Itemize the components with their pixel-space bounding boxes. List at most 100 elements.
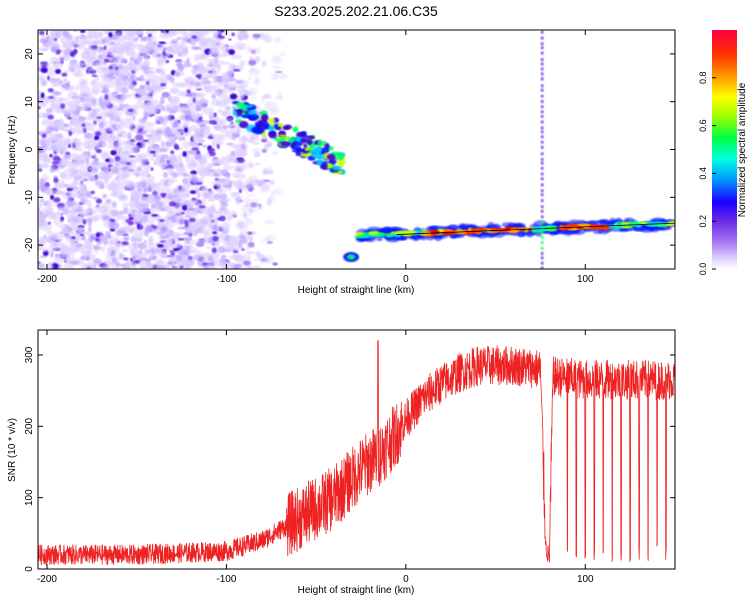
- spectrogram-noise-blob: [254, 198, 259, 205]
- spectrogram-slanted-trace-blob: [280, 137, 286, 142]
- spectrogram-noise-blob: [231, 32, 235, 37]
- spectrogram-noise-blob: [59, 55, 70, 60]
- spectrogram-y-tick-label: 0: [24, 146, 35, 152]
- spectrogram-noise-blob: [240, 142, 246, 150]
- spectrogram-noise-blob: [232, 249, 239, 254]
- spectrogram-noise-blob: [128, 146, 139, 154]
- spectrogram-horizontal-trace-core: [368, 231, 379, 235]
- spectrogram-noise-blob: [221, 156, 227, 160]
- spectrogram-noise-blob: [243, 260, 251, 266]
- spectrogram-noise-blob: [222, 125, 229, 130]
- spectrogram-noise-blob: [94, 214, 104, 220]
- spectrogram-noise-blob: [121, 249, 129, 253]
- spectrogram-noise-blob: [199, 40, 208, 47]
- spectrogram-noise-blob: [94, 158, 100, 162]
- spectrogram-noise-blob: [129, 257, 134, 262]
- spectrogram-noise-blob: [80, 265, 92, 269]
- spectrogram-noise-blob: [177, 64, 185, 72]
- spectrogram-noise-blob: [107, 48, 120, 52]
- spectrogram-slanted-trace-blob: [295, 131, 306, 138]
- spectrogram-noise-blob: [143, 187, 147, 193]
- spectrogram-y-ticks: -20 -10 0 10 20: [24, 48, 675, 252]
- spectrogram-noise-blob: [257, 205, 263, 210]
- spectrogram-noise-blob: [38, 74, 46, 82]
- spectrogram-noise-blob: [155, 46, 167, 52]
- spectrogram-noise-blob: [78, 45, 83, 50]
- colorbar-label: Normalized spectral amplitude: [737, 82, 748, 217]
- spectrogram-noise-blob: [121, 172, 129, 178]
- spectrogram-vertical-streak-blob: [540, 151, 544, 156]
- spectrogram-noise-blob: [87, 203, 93, 209]
- spectrogram-noise-blob: [174, 71, 180, 78]
- spectrogram-slanted-trace-blob: [312, 152, 324, 159]
- spectrogram-noise-blob: [204, 214, 211, 222]
- spectrogram-slanted-trace-blob: [321, 161, 328, 170]
- spectrogram-noise-blob: [92, 196, 99, 200]
- spectrogram-noise-blob: [110, 149, 117, 156]
- spectrogram-vertical-streak-blob: [540, 235, 544, 239]
- spectrogram-noise-blob: [44, 40, 56, 49]
- spectrogram-noise-blob: [46, 144, 55, 151]
- spectrogram-noise-blob: [188, 217, 196, 223]
- spectrogram-noise-blob: [245, 244, 250, 252]
- spectrogram-noise-blob: [236, 222, 244, 230]
- spectrogram-noise-blob: [38, 89, 42, 96]
- spectrogram-noise-blob: [106, 144, 115, 148]
- spectrogram-slanted-trace-blob: [295, 136, 301, 142]
- spectrogram-noise-blob: [279, 52, 286, 57]
- spectrogram-noise-blob: [139, 170, 150, 178]
- spectrogram-noise-blob: [41, 133, 47, 139]
- spectrogram-noise-blob: [45, 264, 54, 269]
- spectrogram-noise-blob: [45, 108, 53, 114]
- spectrogram-noise-blob: [78, 80, 89, 89]
- spectrogram-vertical-streak-blob: [540, 36, 544, 40]
- spectrogram-noise-blob: [238, 137, 250, 143]
- spectrogram-noise-blob: [79, 173, 92, 181]
- spectrogram-noise-blob: [174, 45, 186, 55]
- spectrogram-x-axis-label: Height of straight line (km): [298, 285, 415, 296]
- spectrogram-noise-blob: [48, 96, 55, 99]
- spectrogram-noise-blob: [94, 238, 100, 242]
- spectrogram-noise-blob: [220, 254, 227, 259]
- spectrogram-noise-blob: [219, 234, 226, 242]
- spectrogram-noise-blob: [247, 76, 254, 81]
- spectrogram-noise-blob: [155, 116, 165, 124]
- spectrogram-slanted-trace-blob: [299, 137, 308, 144]
- spectrogram-horizontal-trace-halo: [376, 236, 383, 242]
- spectrogram-noise-blob: [164, 231, 175, 236]
- spectrogram-noise-blob: [140, 177, 148, 186]
- spectrogram-noise-blob: [102, 193, 108, 199]
- spectrogram-noise-blob: [138, 214, 148, 222]
- spectrogram-noise-blob: [219, 118, 228, 126]
- spectrogram-horizontal-trace-halo: [458, 233, 465, 238]
- spectrogram-noise-blob: [162, 172, 169, 178]
- spectrogram-noise-blob: [204, 264, 209, 269]
- spectrogram-noise-blob: [68, 172, 76, 179]
- spectrogram-noise-blob: [149, 150, 156, 154]
- spectrogram-noise-blob: [170, 258, 175, 266]
- spectrogram-noise-blob: [81, 231, 90, 235]
- spectrogram-noise-blob: [226, 45, 235, 50]
- spectrogram-noise-blob: [117, 229, 126, 236]
- spectrogram-noise-blob: [178, 192, 187, 197]
- spectrogram-noise-blob: [97, 172, 104, 178]
- spectrogram-noise-blob: [208, 147, 216, 152]
- spectrogram-noise-blob: [38, 106, 41, 110]
- spectrogram-noise-blob: [175, 168, 185, 177]
- spectrogram-vertical-streak-blob: [540, 246, 544, 251]
- spectrogram-noise-blob: [222, 184, 231, 189]
- spectrogram-noise-blob: [115, 241, 121, 248]
- spectrogram-noise-blob: [106, 248, 113, 254]
- spectrogram-horizontal-trace-halo: [599, 219, 610, 225]
- spectrogram-noise-blob: [153, 265, 162, 269]
- spectrogram-noise-blob: [133, 182, 141, 189]
- spectrogram-noise-blob: [72, 91, 78, 101]
- spectrogram-noise-blob: [244, 34, 249, 41]
- spectrogram-noise-blob: [67, 36, 78, 44]
- spectrogram-noise-blob: [39, 255, 47, 258]
- spectrogram-noise-blob: [90, 68, 96, 76]
- spectrogram-noise-blob: [101, 39, 106, 45]
- spectrogram-horizontal-trace-core: [548, 228, 556, 232]
- spectrogram-noise-blob: [220, 111, 229, 118]
- spectrogram-noise-blob: [206, 245, 212, 250]
